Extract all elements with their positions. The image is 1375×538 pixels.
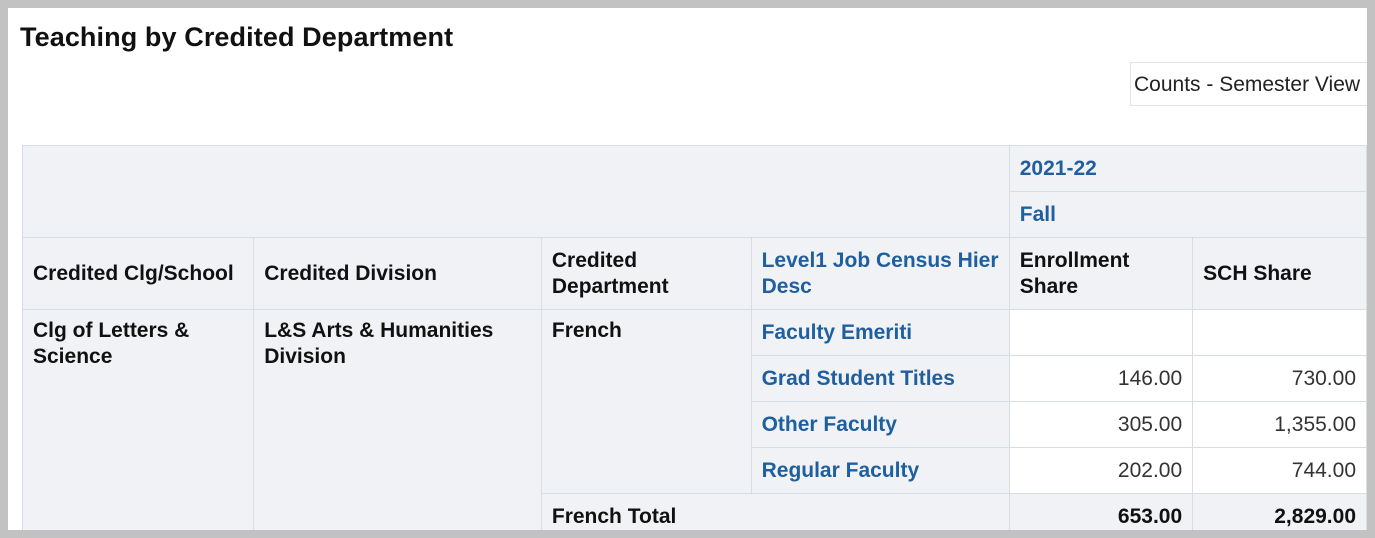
column-header-school: Credited Clg/School	[21, 237, 255, 310]
view-selector-dropdown[interactable]: Counts - Semester View	[1130, 62, 1367, 106]
total-sch-cell: 2,829.00	[1192, 493, 1367, 530]
pivot-corner	[22, 145, 1010, 238]
enrollment-cell: 146.00	[1008, 355, 1194, 402]
job-link-faculty-emeriti[interactable]: Faculty Emeriti	[750, 309, 1010, 356]
column-header-department: Credited Department	[540, 237, 752, 310]
column-header-sch: SCH Share	[1192, 237, 1367, 310]
column-header-job[interactable]: Level1 Job Census Hier Desc	[750, 237, 1010, 310]
department-total-label: French Total	[540, 493, 1010, 530]
job-link-grad-student-titles[interactable]: Grad Student Titles	[750, 355, 1010, 402]
job-link-other-faculty[interactable]: Other Faculty	[750, 401, 1010, 448]
enrollment-cell: 202.00	[1008, 447, 1194, 494]
pivot-table: 2021-22 Fall Credited Clg/School Credite…	[21, 145, 1367, 530]
sch-cell: 730.00	[1192, 355, 1367, 402]
department-cell: French	[540, 309, 752, 494]
report-title: Teaching by Credited Department	[20, 22, 454, 52]
school-cell: Clg of Letters & Science	[21, 309, 255, 530]
year-header[interactable]: 2021-22	[1008, 145, 1367, 192]
sch-cell: 1,355.00	[1192, 401, 1367, 448]
sch-cell: 744.00	[1192, 447, 1367, 494]
term-header[interactable]: Fall	[1008, 191, 1367, 238]
column-header-enrollment: Enrollment Share	[1008, 237, 1194, 310]
report-panel: Teaching by Credited Department Counts -…	[8, 8, 1367, 530]
job-link-regular-faculty[interactable]: Regular Faculty	[750, 447, 1010, 494]
total-enrollment-cell: 653.00	[1008, 493, 1194, 530]
column-header-division: Credited Division	[253, 237, 542, 310]
sch-cell	[1192, 309, 1367, 356]
enrollment-cell: 305.00	[1008, 401, 1194, 448]
division-cell: L&S Arts & Humanities Division	[253, 309, 542, 530]
enrollment-cell	[1008, 309, 1194, 356]
